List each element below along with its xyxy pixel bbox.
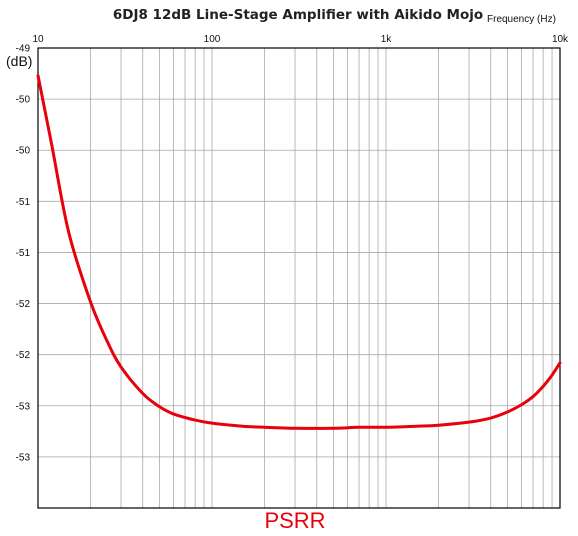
series-layer [36,74,562,430]
y-tick-label: -50 [16,146,31,157]
y-tick-label: -53 [16,401,31,412]
x-tick-label: 10 [32,34,44,45]
x-tick-labels: 10 100 1k 10k [32,34,569,45]
series-line-psrr [36,74,562,430]
x-tick-label: 100 [204,34,221,45]
y-tick-label: -51 [16,197,31,208]
x-tick-label: 1k [381,34,393,45]
y-tick-label: -52 [16,299,31,310]
x-axis-label: Frequency (Hz) [487,14,556,25]
y-tick-label: -52 [16,350,31,361]
y-tick-label: -49 [16,44,31,55]
y-axis-label: (dB) [6,53,32,69]
grid [38,48,560,508]
series-label-psrr: PSRR [264,508,325,533]
x-tick-label: 10k [552,34,569,45]
y-tick-label: -53 [16,452,31,463]
y-tick-label: -51 [16,248,31,259]
chart-title: 6DJ8 12dB Line-Stage Amplifier with Aiki… [113,7,483,23]
y-tick-labels: -49 -50 -50 -51 -51 -52 -52 -53 -53 [16,44,31,464]
y-tick-label: -50 [16,95,31,106]
plot-frame [37,47,561,509]
